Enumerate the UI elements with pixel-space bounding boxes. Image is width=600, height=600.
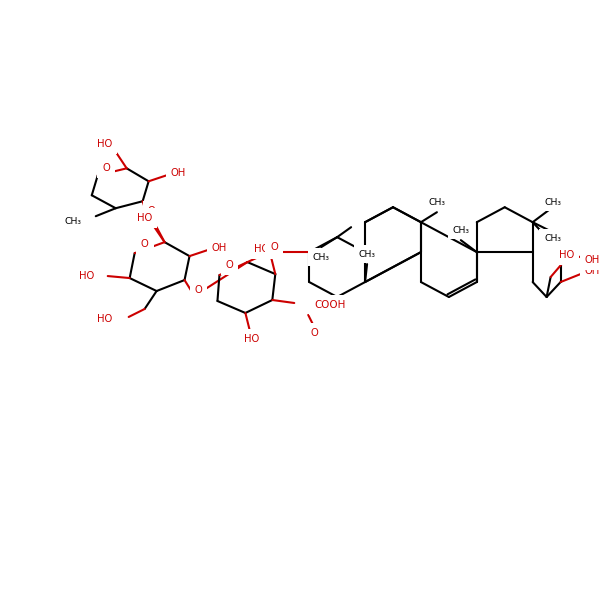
Text: OH: OH [171,169,186,178]
Text: CH₃: CH₃ [544,198,561,207]
Text: CH₃: CH₃ [65,217,82,226]
Text: OH: OH [212,243,227,253]
Text: HO: HO [559,250,574,260]
Text: HO: HO [79,271,94,281]
Text: O: O [103,163,110,173]
Text: HO: HO [97,314,113,324]
Text: HO: HO [137,213,152,223]
Text: O: O [226,260,233,269]
Text: CH₃: CH₃ [359,250,376,259]
Text: O: O [141,239,149,248]
Text: OH: OH [585,266,600,276]
Text: HO: HO [97,139,112,149]
Text: HO: HO [244,334,259,344]
Text: CH₃: CH₃ [313,253,329,262]
Text: O: O [271,242,278,252]
Text: O: O [310,328,318,338]
Text: O: O [148,206,155,216]
Text: O: O [194,285,202,295]
Text: OH: OH [585,255,600,265]
Text: CH₃: CH₃ [452,226,469,235]
Text: CH₃: CH₃ [544,233,561,242]
Text: CH₃: CH₃ [428,198,445,207]
Text: HO: HO [254,244,269,254]
Text: COOH: COOH [314,300,346,310]
